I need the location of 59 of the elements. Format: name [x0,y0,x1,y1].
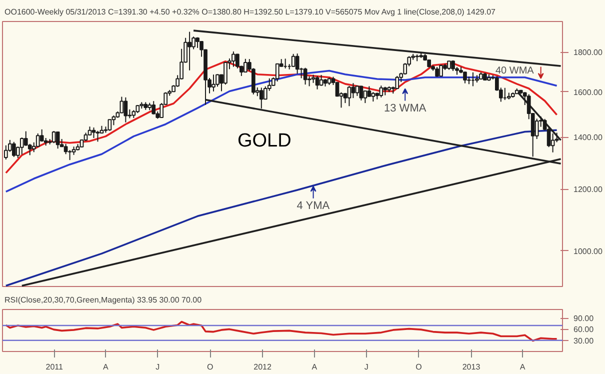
x-tick-label: A [520,362,526,372]
chart-title: OO1600-Weekly 05/31/2013 C=1391.30 +4.50 +0.32% O=1380.80 H=1392.50 L=1379.10 V=565075 Mov Avg 1 line(Close,208,0) 1429.07 [4,8,496,16]
x-tick-label: 2012 [254,362,272,372]
y-tick-label: 1400.00 [574,133,603,142]
y-tick-label: 1800.00 [574,48,603,58]
candlestick [152,100,156,115]
line-series [5,320,558,342]
candlestick [56,131,60,150]
x-tick-label: O [206,362,214,372]
y-tick-label: 1000.00 [574,246,603,256]
candlestick [395,75,400,90]
candlestick [96,130,100,142]
y-tick-label: 60.00 [574,325,594,334]
candlestick [315,75,320,90]
candlestick [439,64,443,77]
candlestick [212,74,216,92]
candlestick [120,96,124,114]
x-tick-label: J [364,362,368,372]
y-tick-label: 30.00 [574,336,594,346]
line-series [5,60,558,174]
chart-title: RSI(Close,20,30,70,Green,Magenta) 33.95 30.00 70.00 [4,296,202,304]
candlestick [216,74,220,88]
candlestick [108,118,112,132]
annotation: 40 WMA [495,65,534,76]
x-tick-label: O [416,362,422,372]
candlestick [64,143,68,155]
x-tick-label: 2013 [462,362,481,372]
candlestick [359,85,364,101]
candlestick [367,86,372,98]
annotation: 4 YMA [296,200,330,212]
candlestick [435,66,439,78]
x-tick-label: J [156,362,160,372]
y-tick-label: 1200.00 [574,185,603,194]
annotation: 13 WMA [384,102,427,115]
candlestick [244,58,248,73]
y-tick-label: 1600.00 [574,88,603,97]
candlestick [68,150,72,161]
candlestick [291,53,296,68]
line-series [5,129,558,286]
candlestick [275,62,280,82]
candlestick [224,62,228,86]
candlestick [371,92,376,102]
candlestick [355,85,360,96]
candlestick [379,85,384,98]
x-tick-label: 2011 [46,362,64,372]
candlestick [232,50,236,68]
candlestick [52,130,56,144]
annotation: GOLD [238,130,292,152]
candlestick [12,141,16,158]
y-tick-label: 90.00 [574,314,594,324]
x-tick-label: A [312,362,318,372]
candlestick [124,96,128,123]
candlestick [236,53,240,69]
candlestick [463,71,467,84]
candlestick [303,67,308,86]
x-tick-label: A [103,362,110,372]
candlestick [295,53,300,74]
candlestick [188,31,192,71]
candlestick [347,86,352,107]
